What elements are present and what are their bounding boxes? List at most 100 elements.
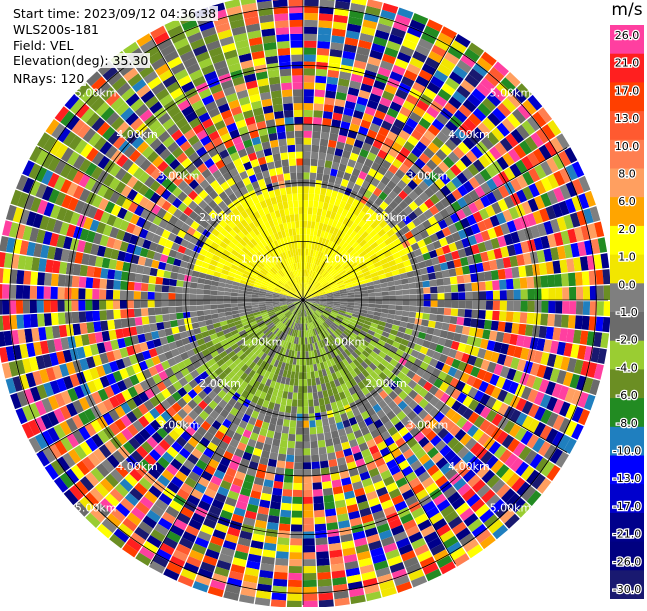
ppi-gate (210, 305, 217, 310)
ppi-gate (275, 118, 285, 126)
ppi-gate (295, 448, 303, 455)
ppi-gate (80, 323, 88, 334)
ppi-gate (148, 316, 156, 324)
ppi-gate (196, 289, 203, 295)
ppi-gate (303, 601, 318, 607)
ppi-gate (310, 166, 317, 173)
ppi-gate (309, 186, 315, 193)
ppi-gate (217, 291, 224, 296)
ppi-gate (292, 365, 296, 372)
ppi-gate (238, 303, 245, 307)
ppi-gate (296, 358, 300, 365)
ppi-gate (314, 510, 325, 518)
ppi-gate (99, 300, 106, 310)
ppi-gate (303, 421, 309, 428)
ppi-gate (317, 208, 323, 216)
ppi-gate (297, 165, 304, 172)
ppi-gate (211, 281, 219, 287)
ppi-gate (268, 70, 280, 78)
ppi-gate (314, 406, 320, 414)
ppi-gate (406, 271, 414, 278)
ppi-gate (548, 288, 555, 300)
ppi-gate (283, 96, 293, 104)
ppi-gate (270, 501, 281, 509)
ppi-gate (307, 372, 311, 379)
ppi-gate (44, 286, 51, 299)
ppi-gate (322, 118, 332, 126)
ppi-gate (307, 228, 311, 235)
ppi-gate (575, 272, 583, 286)
ppi-gate (493, 291, 500, 301)
ppi-gate (275, 558, 288, 566)
ppi-gate (134, 282, 142, 291)
ppi-gate (143, 266, 151, 275)
ppi-gate (289, 13, 303, 20)
ppi-gate (277, 41, 290, 49)
ppi-gate (289, 208, 294, 215)
ppi-gate (269, 508, 280, 516)
ppi-gate (106, 300, 113, 310)
ppi-gate (296, 421, 302, 428)
ppi-gate (283, 482, 293, 490)
ppi-gate (300, 228, 304, 235)
ppi-gate (315, 76, 326, 84)
ppi-gate (313, 489, 323, 497)
ppi-gate (231, 303, 238, 307)
ppi-gate (293, 490, 303, 497)
ppi-gate (308, 207, 313, 214)
ppi-gate (306, 351, 309, 358)
ppi-gate (313, 392, 319, 399)
ppi-gate (506, 279, 514, 290)
ppi-gate (303, 462, 311, 469)
ppi-gate (324, 167, 332, 175)
ppi-gate (314, 103, 324, 111)
ppi-gate (311, 145, 319, 153)
ppi-gate (169, 307, 176, 314)
ppi-gate (190, 282, 198, 288)
ppi-gate (162, 314, 170, 322)
ppi-gate (290, 420, 297, 427)
ppi-gate (290, 20, 304, 27)
ppi-gate (292, 399, 298, 406)
ppi-gate (294, 117, 303, 124)
ppi-gate (291, 55, 303, 62)
ppi-gate (442, 270, 450, 278)
ppi-gate (276, 167, 283, 175)
ppi-gate (23, 314, 31, 328)
ppi-gate (51, 287, 58, 299)
ppi-gate (310, 434, 317, 441)
ppi-gate (295, 441, 302, 448)
ppi-gate (148, 300, 155, 308)
ppi-gate (294, 469, 303, 476)
ppi-gate (274, 111, 284, 119)
ppi-gate (156, 322, 164, 330)
ppi-gate (562, 287, 569, 300)
ppi-gate (303, 573, 317, 580)
ppi-gate (368, 293, 375, 297)
ppi-gate (298, 249, 301, 256)
ppi-gate (361, 293, 368, 297)
ppi-gate (292, 228, 296, 235)
ppi-gate (525, 265, 533, 277)
ppi-gate (374, 288, 381, 293)
ppi-gate (282, 89, 293, 97)
ppi-gate (298, 200, 303, 207)
ppi-gate (59, 325, 67, 338)
ppi-gate (308, 200, 313, 207)
ppi-gate (303, 545, 315, 552)
ppi-gate (136, 265, 144, 274)
ppi-gate (316, 544, 328, 552)
ppi-gate (270, 83, 281, 91)
ppi-gate (308, 214, 313, 221)
ppi-gate (280, 76, 291, 84)
ppi-gate (303, 358, 306, 365)
ppi-gate (120, 309, 128, 318)
ppi-gate (245, 303, 252, 306)
ppi-gate (403, 295, 410, 300)
ppi-gate (141, 283, 149, 291)
ppi-gate (396, 295, 403, 300)
ppi-gate (424, 294, 431, 300)
ppi-gate (421, 274, 429, 281)
ppi-gate (142, 316, 150, 325)
ppi-gate (427, 266, 435, 274)
